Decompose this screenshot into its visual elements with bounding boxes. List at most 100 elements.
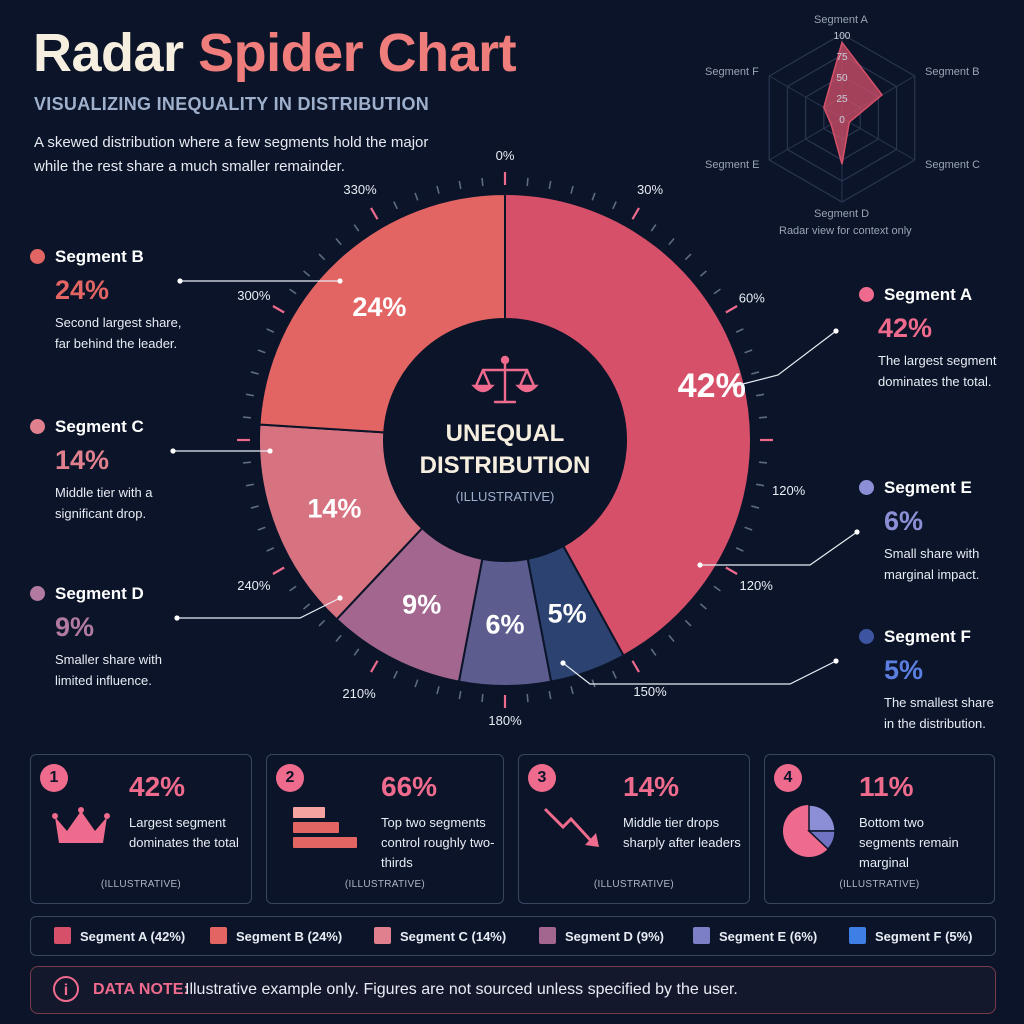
leader-dot — [170, 448, 176, 454]
ring-tick-label: 330% — [343, 182, 377, 197]
legend-swatch-c — [374, 927, 391, 944]
ring-tick — [755, 393, 765, 397]
ring-tick — [650, 648, 657, 656]
legend-item-d: Segment D (9%) — [539, 927, 664, 944]
callout-segment-a: Segment A 42% The largest segment domina… — [859, 285, 1018, 392]
scales-icon — [471, 355, 539, 404]
ring-tick — [436, 185, 440, 194]
ring-tick — [668, 238, 675, 246]
slice-label-segment-c: 14% — [307, 494, 361, 524]
ring-tick — [735, 328, 744, 333]
ring-tick — [245, 483, 255, 487]
radar-tick-label: 100 — [834, 31, 851, 42]
slice-label-segment-d: 9% — [402, 589, 441, 619]
ring-tick — [526, 177, 529, 187]
ring-tick — [353, 224, 360, 232]
ring-tick — [612, 670, 617, 679]
ring-tick — [436, 686, 440, 695]
callout-segment-e: Segment E 6% Small share with marginal i… — [859, 478, 1004, 585]
stacked-bars-icon — [293, 807, 357, 848]
legend-item-e: Segment E (6%) — [693, 927, 817, 944]
insight-card-2: 2 66% Top two segments control roughly t… — [266, 754, 504, 904]
ring-tick-label: 180% — [488, 713, 522, 728]
ring-tick — [272, 305, 285, 314]
segment-e-dot — [859, 480, 874, 495]
radar-axis-label-e: Segment E — [705, 159, 760, 171]
leader-dot — [337, 278, 343, 284]
card-2-value: 66% — [381, 771, 438, 802]
ring-tick — [242, 461, 252, 464]
data-note-label: DATA NOTE: — [93, 981, 189, 998]
ring-tick — [318, 619, 326, 627]
ring-tick — [751, 505, 760, 509]
insight-card-4: 4 11% Bottom two segments remain margina… — [764, 754, 995, 904]
ring-tick — [481, 177, 484, 187]
ring-tick-label: 150% — [633, 684, 667, 699]
ring-tick — [303, 270, 311, 277]
segment-b-desc: Second largest share, far behind the lea… — [55, 315, 182, 351]
ring-tick — [548, 180, 552, 190]
chart-legend: Segment A (42%) Segment B (24%) Segment … — [30, 916, 996, 956]
ring-tick — [725, 305, 738, 314]
radar-chart: 100 75 50 25 0 — [768, 31, 916, 203]
leader-line — [177, 597, 341, 619]
ring-tick — [370, 207, 379, 220]
legend-swatch-a — [54, 927, 71, 944]
ring-tick — [393, 201, 398, 210]
slice-label-segment-e: 6% — [485, 610, 524, 640]
card-2-desc: Top two segments control roughly two-thi… — [381, 815, 495, 870]
leader-dot — [833, 658, 839, 664]
ring-tick — [370, 660, 379, 673]
leader-dot — [833, 328, 839, 334]
segment-d-name: Segment D — [30, 584, 180, 604]
ring-tick — [650, 224, 657, 232]
card-4-desc: Bottom two segments remain marginal — [859, 815, 959, 870]
radar-caption: Radar view for context only — [779, 225, 912, 237]
card-1-number: 1 — [40, 764, 68, 792]
radar-axis-label-c: Segment C — [925, 159, 981, 171]
leader-line — [562, 660, 837, 685]
donut-slices: 42%5%6%9%14%24% — [258, 192, 752, 688]
ring-tick — [318, 253, 326, 261]
segment-f-dot — [859, 629, 874, 644]
ring-tick-label: 30% — [637, 182, 663, 197]
leader-dot — [560, 660, 566, 666]
ring-tick — [755, 483, 765, 487]
leader-dot — [854, 529, 860, 535]
card-2-number: 2 — [276, 764, 304, 792]
pie-icon — [783, 804, 836, 857]
ring-tick — [612, 201, 617, 210]
radar-tick-label: 75 — [836, 52, 848, 63]
legend-item-b: Segment B (24%) — [210, 927, 342, 944]
ring-tick — [758, 416, 768, 419]
card-2-footnote: (ILLUSTRATIVE) — [344, 879, 426, 890]
ring-tick — [257, 349, 266, 354]
segment-b-dot — [30, 249, 45, 264]
segment-d-dot — [30, 586, 45, 601]
ring-tick — [713, 585, 721, 592]
segment-e-desc: Small share with marginal impact. — [884, 546, 980, 582]
info-icon: i — [53, 976, 79, 1002]
radar-axis-label-f: Segment F — [705, 66, 759, 78]
segment-a-desc: The largest segment dominates the total. — [878, 353, 997, 389]
ring-tick — [289, 585, 297, 592]
ring-tick — [242, 416, 252, 419]
leader-dot — [697, 562, 703, 568]
ring-tick — [631, 207, 640, 220]
ring-tick-label: 60% — [739, 291, 765, 306]
ring-tick — [526, 693, 529, 703]
ring-tick — [699, 603, 707, 610]
legend-swatch-e — [693, 927, 710, 944]
ring-tick — [272, 566, 285, 575]
trend-down-icon — [543, 807, 599, 847]
ring-tick — [266, 547, 275, 552]
leader-dot — [337, 595, 343, 601]
ring-tick — [668, 634, 675, 642]
card-3-desc: Middle tier drops sharply after leaders — [623, 815, 741, 850]
ring-tick — [266, 328, 275, 333]
card-4-value: 11% — [859, 771, 914, 802]
leader-dot — [177, 278, 183, 284]
ring-tick-label: 0% — [496, 148, 515, 163]
center-line-2: DISTRIBUTION — [420, 452, 591, 479]
ring-tick — [713, 288, 721, 295]
